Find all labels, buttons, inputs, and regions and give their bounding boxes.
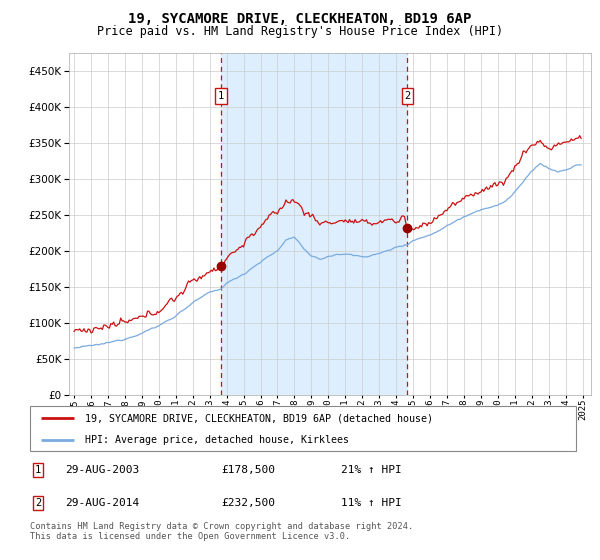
Text: 2: 2	[35, 498, 41, 507]
Text: 1: 1	[35, 465, 41, 475]
FancyBboxPatch shape	[30, 406, 576, 451]
Text: 11% ↑ HPI: 11% ↑ HPI	[341, 498, 402, 507]
Text: £232,500: £232,500	[221, 498, 275, 507]
Text: 2: 2	[404, 91, 410, 101]
Text: 29-AUG-2003: 29-AUG-2003	[65, 465, 140, 475]
Text: 21% ↑ HPI: 21% ↑ HPI	[341, 465, 402, 475]
Text: HPI: Average price, detached house, Kirklees: HPI: Average price, detached house, Kirk…	[85, 435, 349, 445]
Text: 19, SYCAMORE DRIVE, CLECKHEATON, BD19 6AP (detached house): 19, SYCAMORE DRIVE, CLECKHEATON, BD19 6A…	[85, 413, 433, 423]
Bar	[221, 53, 407, 395]
Text: Contains HM Land Registry data © Crown copyright and database right 2024.
This d: Contains HM Land Registry data © Crown c…	[30, 522, 413, 542]
Text: 19, SYCAMORE DRIVE, CLECKHEATON, BD19 6AP: 19, SYCAMORE DRIVE, CLECKHEATON, BD19 6A…	[128, 12, 472, 26]
Text: 1: 1	[218, 91, 224, 101]
Text: Price paid vs. HM Land Registry's House Price Index (HPI): Price paid vs. HM Land Registry's House …	[97, 25, 503, 38]
Text: 29-AUG-2014: 29-AUG-2014	[65, 498, 140, 507]
Text: £178,500: £178,500	[221, 465, 275, 475]
